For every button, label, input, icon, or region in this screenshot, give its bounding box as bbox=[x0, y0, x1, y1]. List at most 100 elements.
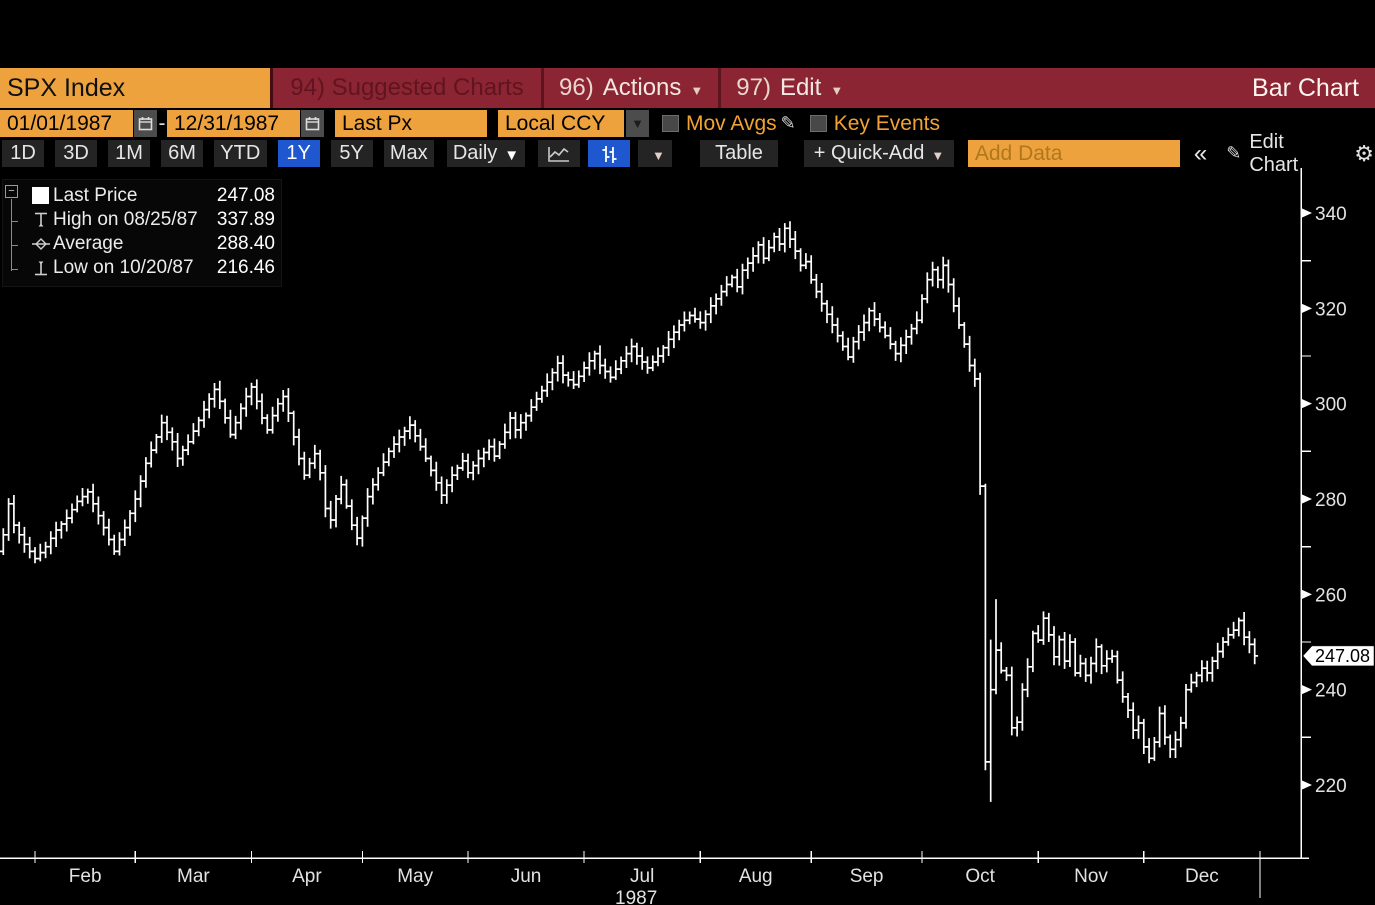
actions-menu-number: 96) bbox=[559, 74, 594, 101]
month-label: May bbox=[397, 866, 433, 887]
month-label: Jun bbox=[511, 866, 542, 887]
legend-label: Average bbox=[53, 233, 124, 254]
month-label: Mar bbox=[177, 866, 210, 887]
y-axis-label: 280 bbox=[1315, 490, 1347, 511]
legend-item-high[interactable]: High on 08/25/87 337.89 bbox=[7, 208, 275, 232]
legend-tree-branch bbox=[11, 221, 18, 222]
y-axis-label: 240 bbox=[1315, 681, 1347, 702]
legend-value: 288.40 bbox=[216, 233, 275, 254]
range-button-ytd[interactable]: YTD bbox=[214, 140, 267, 167]
actions-menu-button[interactable]: 96) Actions ▼ bbox=[541, 68, 718, 108]
range-button-1d[interactable]: 1D bbox=[2, 140, 44, 167]
y-axis-label: 300 bbox=[1315, 395, 1347, 416]
line-chart-type-button[interactable] bbox=[537, 140, 580, 167]
y-axis-label: 260 bbox=[1315, 585, 1347, 606]
mov-avgs-label: Mov Avgs bbox=[686, 111, 777, 135]
chevron-down-icon: ▼ bbox=[504, 147, 520, 164]
y-axis-label: 320 bbox=[1315, 299, 1347, 320]
view-title: Bar Chart bbox=[1252, 73, 1359, 102]
security-ticker-field[interactable]: SPX Index bbox=[0, 68, 270, 108]
y-axis-label: 220 bbox=[1315, 776, 1347, 797]
add-data-input[interactable] bbox=[967, 140, 1180, 167]
range-button-max[interactable]: Max bbox=[383, 140, 435, 167]
month-label: Sep bbox=[850, 866, 884, 887]
legend-label: Low on 10/20/87 bbox=[53, 257, 194, 278]
chevron-down-icon: ▼ bbox=[690, 82, 704, 98]
quick-add-label: + Quick-Add bbox=[813, 142, 925, 164]
frequency-dropdown[interactable]: Daily ▼ bbox=[447, 140, 525, 167]
low-marker-icon bbox=[29, 258, 53, 278]
chevron-down-icon: ▼ bbox=[652, 148, 665, 163]
quick-add-button[interactable]: + Quick-Add ▼ bbox=[804, 140, 954, 167]
chevron-down-icon: ▼ bbox=[830, 82, 844, 98]
month-label: Oct bbox=[965, 866, 995, 887]
month-label: Apr bbox=[292, 866, 322, 887]
edit-menu-button[interactable]: 97) Edit ▼ bbox=[718, 68, 858, 108]
filter-bar: 01/01/1987 - 12/31/1987 Last Px Local CC… bbox=[0, 109, 1375, 138]
y-major-tick bbox=[1301, 494, 1312, 504]
title-bar: SPX Index 94) Suggested Charts 96) Actio… bbox=[0, 68, 1375, 108]
mov-avgs-checkbox[interactable] bbox=[662, 115, 679, 132]
pencil-icon: ✎ bbox=[1226, 143, 1242, 163]
month-label: Aug bbox=[739, 866, 773, 887]
month-label: Dec bbox=[1185, 866, 1219, 887]
actions-menu-label: Actions bbox=[602, 74, 682, 101]
average-marker-icon bbox=[29, 234, 53, 254]
key-events-label: Key Events bbox=[833, 111, 940, 135]
frequency-label: Daily bbox=[452, 142, 498, 164]
chart-toolbar: 1D 3D 1M 6M YTD 1Y 5Y Max Daily ▼ ▼ Tabl… bbox=[2, 131, 1374, 176]
legend-label: Last Price bbox=[53, 185, 138, 206]
price-bars bbox=[0, 221, 1259, 802]
legend-tree-branch bbox=[11, 245, 18, 246]
y-major-tick bbox=[1301, 589, 1312, 600]
y-major-tick bbox=[1301, 684, 1312, 695]
legend-label: High on 08/25/87 bbox=[53, 209, 198, 230]
edit-menu-number: 97) bbox=[736, 74, 771, 101]
last-price-swatch-icon bbox=[29, 186, 53, 206]
currency-dropdown-button[interactable]: ▼ bbox=[626, 110, 649, 137]
price-chart-canvas[interactable]: 220 240 260 280 300 320 340 Feb Mar Apr May Jun Jul1… bbox=[0, 168, 1375, 905]
legend-collapse-toggle[interactable]: − bbox=[5, 185, 18, 198]
legend-tree-line bbox=[11, 199, 12, 271]
edit-chart-button[interactable]: ✎ Edit Chart bbox=[1226, 131, 1334, 177]
chart-type-dropdown[interactable]: ▼ bbox=[637, 140, 672, 167]
month-label: Nov bbox=[1074, 866, 1108, 887]
legend-value: 337.89 bbox=[216, 209, 275, 230]
bar-chart-type-button[interactable] bbox=[587, 140, 630, 167]
range-button-1m[interactable]: 1M bbox=[108, 140, 150, 167]
y-major-tick bbox=[1301, 398, 1312, 409]
calendar-icon[interactable] bbox=[134, 110, 157, 137]
legend-value: 247.08 bbox=[216, 185, 275, 206]
legend-item-last-price[interactable]: Last Price 247.08 bbox=[7, 184, 275, 208]
pencil-icon[interactable]: ✎ bbox=[780, 113, 796, 133]
y-major-tick bbox=[1301, 303, 1312, 314]
range-button-6m[interactable]: 6M bbox=[161, 140, 203, 167]
legend-item-average[interactable]: Average 288.40 bbox=[7, 232, 275, 256]
gear-icon[interactable]: ⚙ bbox=[1354, 140, 1374, 166]
range-button-5y[interactable]: 5Y bbox=[330, 140, 373, 167]
currency-selector[interactable]: Local CCY bbox=[498, 110, 624, 137]
legend-item-low[interactable]: Low on 10/20/87 216.46 bbox=[7, 256, 275, 280]
edit-chart-label: Edit Chart bbox=[1249, 130, 1299, 176]
month-label: Jul bbox=[630, 866, 654, 887]
high-marker-icon bbox=[29, 210, 53, 230]
year-label: 1987 bbox=[615, 888, 657, 905]
range-button-1y[interactable]: 1Y bbox=[277, 140, 320, 167]
y-axis-label: 340 bbox=[1315, 204, 1347, 225]
y-major-tick bbox=[1301, 780, 1312, 790]
table-button[interactable]: Table bbox=[699, 140, 779, 167]
key-events-checkbox[interactable] bbox=[809, 115, 827, 132]
price-field-selector[interactable]: Last Px bbox=[335, 110, 487, 137]
calendar-icon[interactable] bbox=[301, 110, 324, 137]
collapse-panel-button[interactable]: « bbox=[1193, 139, 1208, 167]
suggested-charts-button[interactable]: 94) Suggested Charts bbox=[270, 68, 541, 108]
chevron-down-icon: ▼ bbox=[931, 148, 945, 163]
legend-value: 216.46 bbox=[216, 257, 275, 278]
range-button-3d[interactable]: 3D bbox=[55, 140, 97, 167]
last-price-tag-value: 247.08 bbox=[1315, 646, 1370, 666]
chart-legend: − Last Price 247.08 High on 08/25/87 337… bbox=[2, 179, 282, 287]
last-price-tag bbox=[1302, 645, 1375, 667]
start-date-field[interactable]: 01/01/1987 bbox=[0, 110, 133, 137]
end-date-field[interactable]: 12/31/1987 bbox=[167, 110, 300, 137]
y-major-tick bbox=[1301, 208, 1312, 218]
